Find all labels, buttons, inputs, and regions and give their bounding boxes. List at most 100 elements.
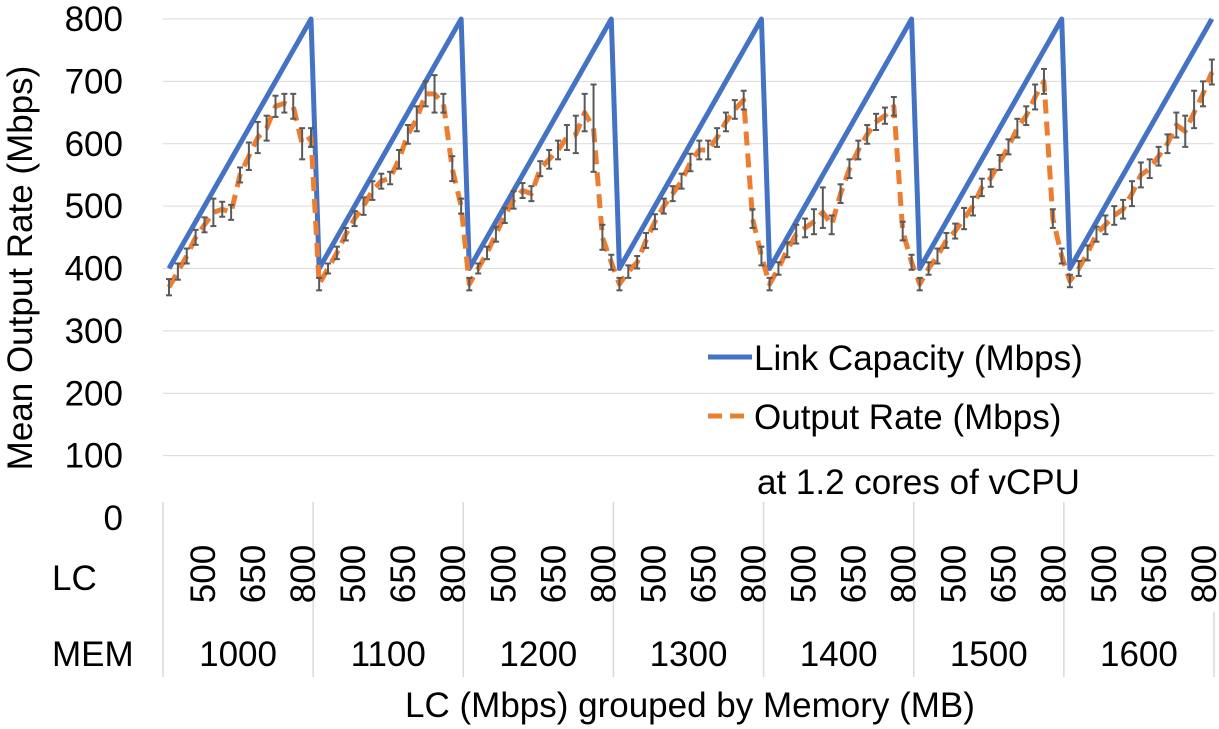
lc-tick-800: 800 — [284, 545, 323, 603]
legend-label-output-rate: Output Rate (Mbps) — [754, 398, 1061, 437]
error-bar — [651, 213, 658, 231]
error-bar — [237, 166, 243, 184]
row-label-mem: MEM — [52, 635, 134, 674]
error-bar — [299, 127, 306, 161]
error-bar — [1146, 158, 1153, 180]
mem-group-label-1100: 1100 — [351, 635, 426, 674]
error-bar — [873, 112, 880, 132]
error-bar — [360, 196, 367, 216]
error-bar — [333, 245, 340, 261]
legend-label-link-capacity: Link Capacity (Mbps) — [754, 339, 1083, 378]
error-bar — [1032, 83, 1039, 111]
error-bar — [201, 216, 208, 234]
error-bar — [987, 168, 994, 188]
y-tick-300: 300 — [65, 312, 123, 351]
error-bar — [943, 231, 950, 249]
mem-group-label-1400: 1400 — [800, 635, 878, 674]
lc-tick-650: 650 — [534, 545, 573, 603]
error-bar — [210, 197, 217, 228]
error-bar — [263, 114, 270, 142]
lc-tick-650: 650 — [234, 545, 273, 603]
error-bar — [342, 226, 349, 242]
x-axis-title: LC (Mbps) grouped by Memory (MB) — [405, 686, 975, 725]
legend: Link Capacity (Mbps) Output Rate (Mbps) … — [708, 339, 1083, 502]
lc-tick-500: 500 — [484, 545, 523, 603]
error-bar — [643, 231, 650, 249]
error-bar — [625, 264, 632, 279]
error-bar — [528, 185, 535, 203]
error-bar — [290, 92, 297, 120]
error-bar — [1155, 145, 1162, 167]
error-bar — [308, 127, 314, 148]
error-bar — [740, 89, 747, 111]
error-bar — [219, 200, 226, 218]
error-bar — [1173, 111, 1180, 139]
lc-tick-800: 800 — [1035, 545, 1074, 603]
error-bar — [749, 208, 756, 229]
error-bar — [969, 195, 976, 217]
y-tick-600: 600 — [65, 125, 123, 164]
error-bar — [510, 190, 517, 210]
error-bar — [1128, 180, 1135, 208]
error-bar — [581, 92, 588, 133]
error-bar — [608, 253, 615, 271]
error-bar — [714, 127, 721, 148]
error-bar — [599, 223, 606, 251]
y-tick-0: 0 — [104, 499, 123, 538]
error-bar — [864, 124, 871, 145]
error-bar — [952, 222, 959, 240]
error-bar — [881, 106, 888, 125]
error-bar — [422, 80, 429, 108]
error-bar — [925, 261, 932, 276]
error-bar — [1075, 260, 1082, 277]
lc-tick-650: 650 — [684, 545, 723, 603]
lc-tick-800: 800 — [885, 545, 924, 603]
lc-tick-800: 800 — [584, 545, 623, 603]
error-bar — [413, 105, 420, 133]
error-bar — [775, 261, 782, 276]
error-bar — [758, 245, 765, 267]
error-bar — [1049, 208, 1056, 229]
error-bar — [563, 124, 570, 151]
error-bar — [1199, 80, 1206, 108]
y-tick-400: 400 — [65, 250, 123, 289]
error-bar — [1102, 214, 1109, 236]
lc-tick-650: 650 — [1135, 545, 1174, 603]
error-bar — [634, 255, 641, 270]
error-bar — [369, 180, 376, 201]
lc-tick-650: 650 — [835, 545, 874, 603]
lc-tick-650: 650 — [384, 545, 423, 603]
lc-tick-500: 500 — [1085, 545, 1124, 603]
error-bar — [1084, 244, 1091, 262]
lc-tick-650: 650 — [985, 545, 1024, 603]
error-bar — [440, 92, 447, 114]
error-bar — [793, 223, 800, 245]
error-bar — [1058, 247, 1065, 265]
error-bar — [1191, 89, 1198, 130]
error-bar — [1023, 105, 1030, 127]
error-bar — [696, 139, 703, 161]
y-tick-200: 200 — [65, 374, 123, 413]
mem-group-label-1200: 1200 — [499, 635, 577, 674]
chart-annotation: at 1.2 cores of vCPU — [757, 463, 1080, 502]
error-bar — [846, 158, 853, 180]
error-bar — [722, 111, 729, 133]
error-bar — [810, 208, 817, 236]
error-bar — [351, 210, 358, 228]
error-bar — [1111, 205, 1118, 226]
error-bar — [281, 92, 288, 114]
error-bar — [501, 206, 508, 224]
error-bar — [1005, 138, 1012, 156]
error-bar — [1182, 114, 1189, 148]
error-bar — [396, 148, 403, 170]
error-bar — [837, 183, 844, 205]
error-bar — [431, 74, 438, 114]
error-bar — [1014, 117, 1021, 139]
error-bar — [183, 247, 190, 265]
series-line-link-capacity — [166, 16, 1215, 271]
error-bar — [802, 217, 809, 239]
error-bar — [192, 228, 199, 246]
